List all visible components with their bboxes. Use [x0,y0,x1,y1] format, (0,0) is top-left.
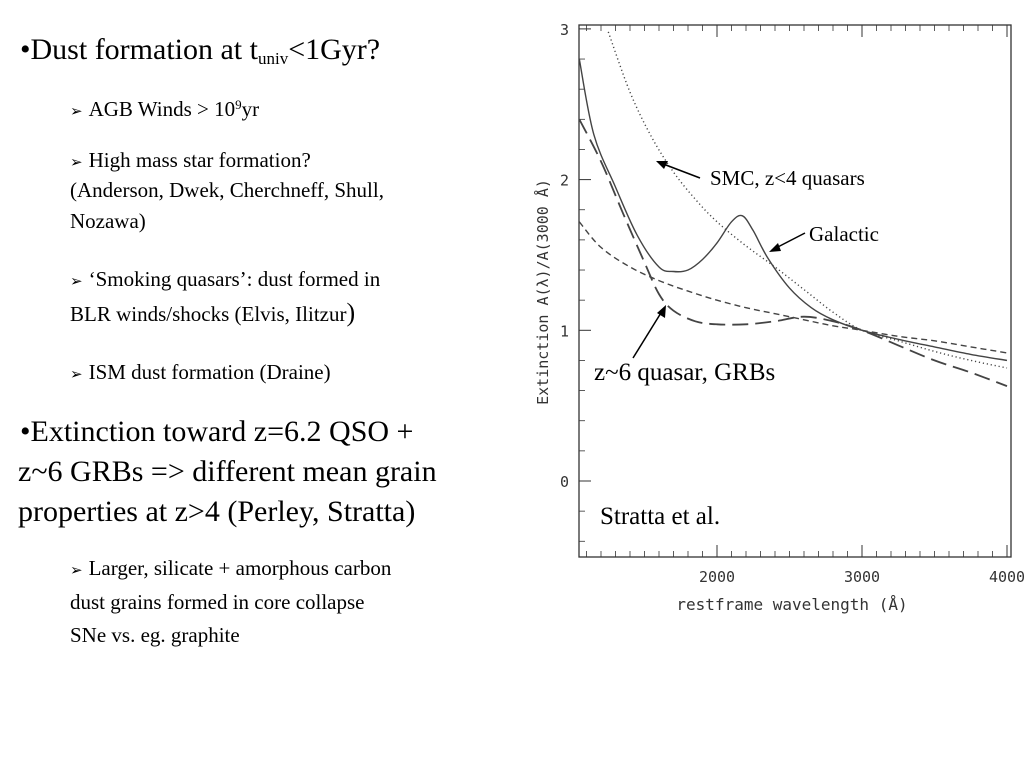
series-group [579,31,1008,387]
arrow-bullet-icon: ➢ [70,272,83,290]
subbullet-text-a: AGB Winds > 10 [88,97,236,121]
z6-label: z~6 quasar, GRBs [594,359,775,386]
arrow-bullet-icon: ➢ [70,561,83,579]
x-tick-label: 4000 [989,568,1024,586]
subbullet-line: BLR winds/shocks (Elvis, Ilitzur [70,302,347,327]
subbullet-agb-winds: ➢ AGB Winds > 109yr [70,94,259,124]
y-tick-label: 1 [560,322,569,340]
z6-pointer-head [657,305,666,318]
subbullet-line: Larger, silicate + amorphous carbon [88,556,392,580]
y-tick-label: 3 [560,21,569,39]
axis-ticks: 2000 3000 4000 0 1 2 3 [560,21,1024,586]
bullet-extinction: •Extinction toward z=6.2 QSO + z~6 GRBs … [18,412,437,532]
bullet-line: Extinction toward z=6.2 QSO + [30,415,414,448]
subbullet-text-b: yr [241,97,260,121]
subbullet-text: ISM dust formation (Draine) [88,360,331,384]
subbullet-line: Nozawa) [70,208,146,233]
y-tick-label: 0 [560,473,569,491]
superscript-9: 9 [235,97,242,112]
series-line-long-dashed [579,118,1008,387]
x-tick-label: 3000 [844,568,880,586]
galactic-pointer-head [769,243,781,252]
subbullet-line: ‘Smoking quasars’: dust formed in [88,267,381,291]
credit-label: Stratta et al. [600,503,720,530]
x-tick-label: 2000 [699,568,735,586]
bullet-mark: • [20,33,31,66]
plot-border [578,24,1012,558]
arrow-bullet-icon: ➢ [70,153,83,171]
plot-frame [578,24,1012,558]
subbullet-larger-grains: ➢ Larger, silicate + amorphous carbon dus… [70,552,391,653]
smc-pointer-head [656,161,668,169]
subscript-univ: univ [257,49,289,68]
subbullet-line: (Anderson, Dwek, Cherchneff, Shull, [70,178,384,203]
arrow-bullet-icon: ➢ [70,102,83,120]
bullet-text-a: Dust formation at t [30,33,258,66]
bullet-dust-formation: •Dust formation at tuniv<1Gyr? [20,32,380,68]
arrow-bullet-icon: ➢ [70,365,83,383]
subbullet-ism-dust: ➢ ISM dust formation (Draine) [70,357,331,387]
annotation-galactic: Galactic [769,222,879,252]
bullet-text-b: <1Gyr? [288,33,381,66]
x-axis-label: restframe wavelength (Å) [676,595,907,614]
closing-paren: ) [346,298,356,328]
subbullet-high-mass: ➢ High mass star formation? (Anderson, Dw… [70,145,384,236]
series-line-short-dashed [579,221,1008,354]
galactic-label: Galactic [809,222,879,246]
y-tick-label: 2 [560,172,569,190]
bullet-mark: • [20,415,31,448]
annotation-z6: z~6 quasar, GRBs [594,305,775,386]
subbullet-smoking-quasars: ➢ ‘Smoking quasars’: dust formed in BLR w… [70,264,380,332]
annotation-smc: SMC, z<4 quasars [656,161,865,190]
y-axis-label: Extinction A(λ)/A(3000 Å) [533,179,552,405]
smc-label: SMC, z<4 quasars [710,166,865,190]
series-line-solid [579,58,1008,362]
subbullet-line: dust grains formed in core collapse [70,589,365,614]
slide-text-column: •Dust formation at tuniv<1Gyr? ➢ AGB Wind… [18,32,437,653]
bullet-line: properties at z>4 (Perley, Stratta) [18,495,416,528]
z6-pointer-arrow [632,307,665,359]
subbullet-line: High mass star formation? [88,148,311,172]
bullet-line: z~6 GRBs => different mean grain [18,455,437,488]
subbullet-line: SNe vs. eg. graphite [70,623,240,648]
